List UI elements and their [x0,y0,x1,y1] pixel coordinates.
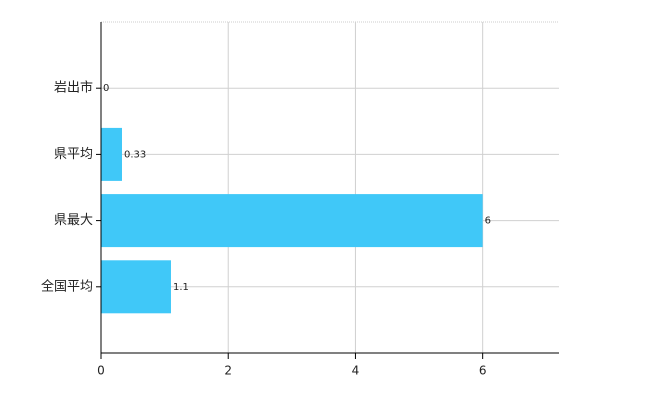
y-tick-label: 全国平均 [41,278,93,294]
y-tick-label: 岩出市 [54,80,93,96]
y-tick-label: 県平均 [54,147,93,162]
y-tick-label: 県最大 [54,213,93,228]
value-label: 6 [485,216,491,227]
value-label: 1.1 [173,282,189,293]
bar [101,194,483,248]
bar [101,127,122,181]
x-tick-label: 2 [224,364,232,378]
value-label: 0.33 [124,149,146,160]
x-tick-label: 6 [479,364,487,378]
x-tick-label: 0 [97,364,105,378]
bar [101,260,171,314]
x-tick-label: 4 [352,364,360,378]
value-label: 0 [103,83,109,94]
